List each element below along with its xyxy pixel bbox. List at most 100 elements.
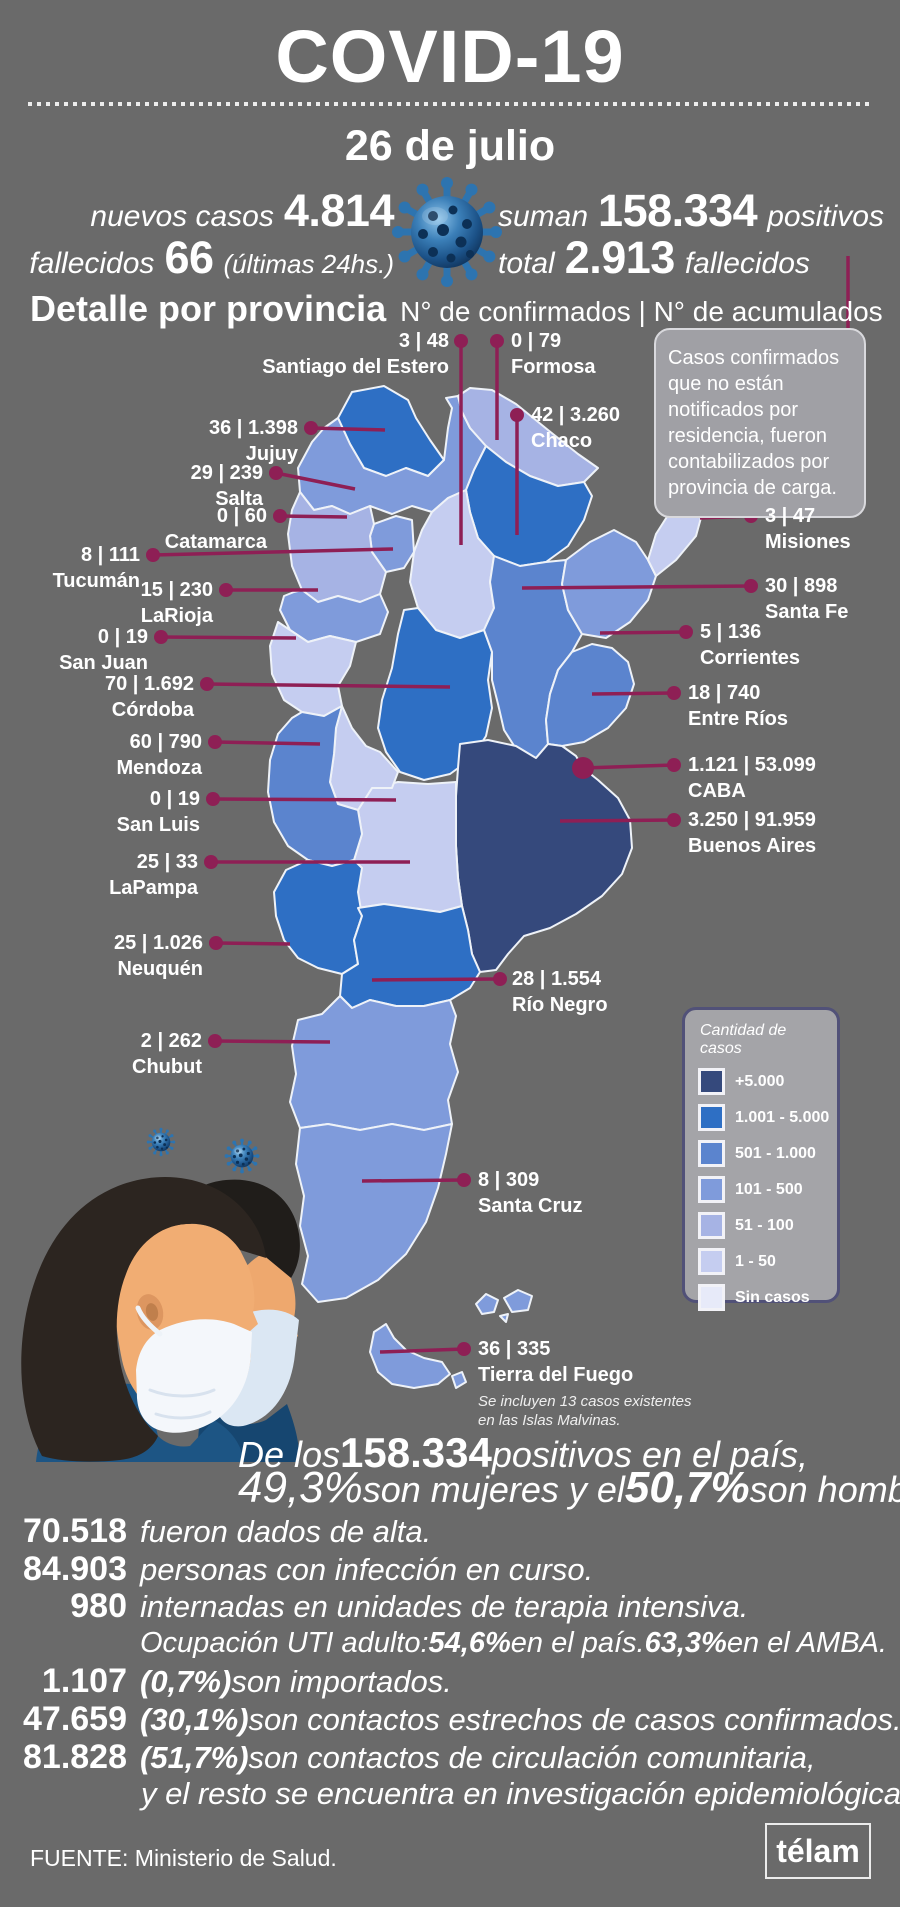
legend-item: 1 - 50 <box>698 1248 831 1275</box>
label-cordoba: 70 | 1.692 Córdoba <box>105 671 194 723</box>
label-caba: 1.121 | 53.099 CABA <box>688 752 816 804</box>
legend-label: +5.000 <box>735 1072 785 1090</box>
section-heading: Detalle por provincia N° de confirmados … <box>30 288 883 330</box>
mask-strap <box>135 1305 163 1337</box>
label-entre-rios: 18 | 740 Entre Ríos <box>688 680 788 732</box>
stat-row-close-contacts: 47.659 (30,1%) son contactos estrechos d… <box>23 1700 900 1738</box>
dotted-divider <box>28 102 872 106</box>
stat-row-recovered: 70.518 fueron dados de alta. <box>23 1512 432 1550</box>
source-credit: FUENTE: Ministerio de Salud. <box>30 1845 337 1871</box>
legend-swatch <box>698 1104 725 1131</box>
islas-malvinas-islet <box>499 1313 509 1323</box>
province-name: Formosa <box>511 356 596 378</box>
province-value: 5 | 136 <box>700 621 762 643</box>
positives-suffix: positivos <box>767 200 884 233</box>
total-deaths-suffix: fallecidos <box>684 246 810 280</box>
label-corrientes: 5 | 136 Corrientes <box>700 619 800 671</box>
province-value: 0 | 79 <box>511 330 562 352</box>
province-name: Santa Cruz <box>478 1195 583 1217</box>
province-value: 0 | 19 <box>149 788 200 810</box>
deaths-24h-label: fallecidos <box>29 246 155 280</box>
stat-row-icu: 980 internadas en unidades de terapia in… <box>70 1587 749 1625</box>
province-name: Misiones <box>765 531 851 553</box>
label-misiones: 3 | 47 Misiones <box>765 503 851 555</box>
label-rio-negro: 28 | 1.554 Río Negro <box>512 966 608 1018</box>
label-santa-fe: 30 | 898 Santa Fe <box>765 573 848 625</box>
province-name: Corrientes <box>700 647 801 669</box>
province-value: 18 | 740 <box>688 682 761 704</box>
deaths-24h-value: 66 <box>164 231 214 283</box>
woman-ear-inner <box>145 1303 159 1321</box>
province-value: 30 | 898 <box>765 575 838 597</box>
stat-row-icu-occupancy: Ocupación UTI adulto: 54,6% en el país. … <box>140 1627 887 1659</box>
province-name: Neuquén <box>117 958 203 980</box>
woman-hair <box>21 1176 267 1462</box>
legend-item: 101 - 500 <box>698 1176 831 1203</box>
province-name: LaRioja <box>140 605 213 627</box>
province-shapes <box>267 385 703 1389</box>
stat-row-community: 81.828 (51,7%) son contactos de circulac… <box>23 1738 816 1776</box>
province-name: Santa Fe <box>765 601 849 623</box>
province-value: 70 | 1.692 <box>104 673 194 695</box>
province-value: 36 | 1.398 <box>208 417 298 439</box>
label-salta: 29 | 239 Salta <box>191 460 263 512</box>
virus-icon-small-2 <box>223 1137 261 1175</box>
province-value: 0 | 19 <box>97 626 148 648</box>
province-value: 8 | 111 <box>81 544 140 566</box>
province-name: Catamarca <box>164 531 267 553</box>
province-name: Buenos Aires <box>688 835 817 857</box>
new-cases-label: nuevos casos <box>90 200 274 233</box>
province-santa-cruz <box>295 1123 453 1303</box>
legend-item: 51 - 100 <box>698 1212 831 1239</box>
sum-label: suman <box>498 200 589 233</box>
section-title: Detalle por provincia <box>30 288 387 329</box>
label-tierra-del-fuego: 36 | 335 Tierra del Fuego <box>478 1336 633 1388</box>
legend-swatch <box>698 1176 725 1203</box>
province-value: 25 | 33 <box>136 851 198 873</box>
province-catamarca <box>287 491 387 603</box>
province-name: Tucumán <box>52 570 140 592</box>
province-name: Chubut <box>132 1056 202 1078</box>
province-rio-negro <box>339 903 481 1009</box>
province-name: Entre Ríos <box>688 708 789 730</box>
tierra-del-fuego-note: Se incluyen 13 casos existentes en las I… <box>478 1393 692 1429</box>
province-la-rioja <box>279 589 389 643</box>
islas-malvinas-east <box>503 1289 533 1313</box>
legend-label: 501 - 1.000 <box>735 1144 816 1162</box>
province-entre-rios <box>545 643 635 747</box>
label-tucuman: 8 | 111 Tucumán <box>53 542 140 594</box>
people-masks-illustration <box>21 1176 300 1462</box>
label-catamarca: 0 | 60 Catamarca <box>165 503 267 555</box>
label-mendoza: 60 | 790 Mendoza <box>116 729 202 781</box>
province-name: Santiago del Estero <box>262 356 449 378</box>
stat-row-imported: 1.107 (0,7%) son importados. <box>41 1662 452 1700</box>
label-santiago-del-estero: 3 | 48 Santiago del Estero <box>262 328 449 380</box>
label-san-luis: 0 | 19 San Luis <box>117 786 200 838</box>
legend-swatch <box>698 1212 725 1239</box>
new-cases-block: nuevos casos 4.814 fallecidos 66 (última… <box>29 187 394 283</box>
total-deaths-value: 2.913 <box>564 231 676 283</box>
province-name: Chaco <box>531 430 593 452</box>
label-santa-cruz: 8 | 309 Santa Cruz <box>478 1167 582 1219</box>
legend-label: 1 - 50 <box>735 1252 776 1270</box>
province-name: Jujuy <box>245 443 298 465</box>
caba-marker-dot <box>572 757 594 779</box>
province-value: 15 | 230 <box>140 579 213 601</box>
province-value: 36 | 335 <box>478 1338 551 1360</box>
province-name: Salta <box>215 488 263 510</box>
province-value: 29 | 239 <box>190 462 263 484</box>
leader-lines <box>152 256 850 1354</box>
tierra-del-fuego-islet <box>451 1371 467 1389</box>
legend-label: 1.001 - 5.000 <box>735 1108 830 1126</box>
woman-mask <box>136 1319 252 1433</box>
province-value: 3.250 | 91.959 <box>688 809 816 831</box>
legend-label: Sin casos <box>735 1288 810 1306</box>
virus-icon-header <box>392 177 502 287</box>
province-value: 60 | 790 <box>129 731 202 753</box>
stat-row-investigation: y el resto se encuentra en investigación… <box>141 1776 900 1811</box>
legend-label: 101 - 500 <box>735 1180 803 1198</box>
legend-title: Cantidad de casos <box>700 1022 787 1057</box>
date-heading: 26 de julio <box>344 122 556 170</box>
label-la-rioja: 15 | 230 LaRioja <box>141 577 213 629</box>
